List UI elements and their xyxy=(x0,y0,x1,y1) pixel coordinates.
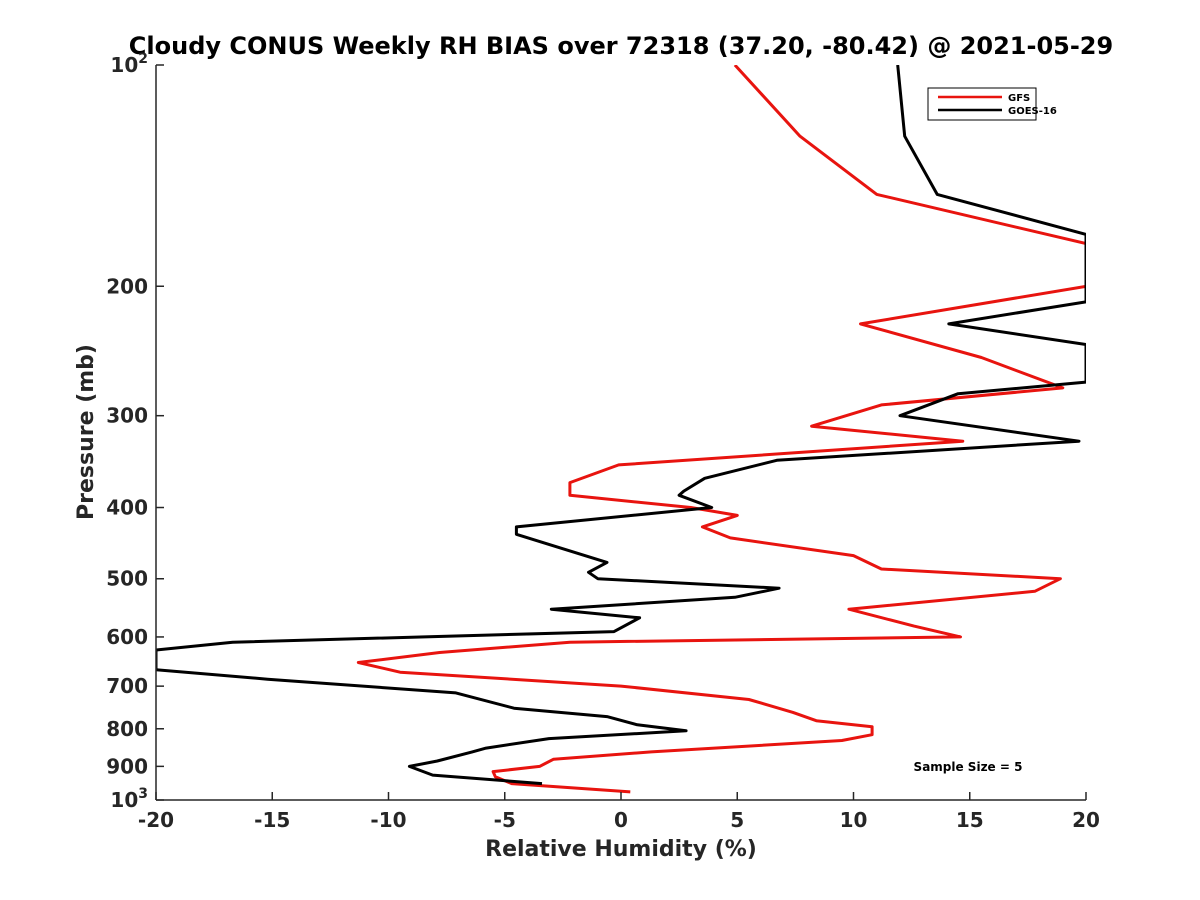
x-tick-label: 20 xyxy=(1072,808,1100,832)
sample-size-annotation: Sample Size = 5 xyxy=(914,760,1023,774)
x-tick-label: 0 xyxy=(614,808,628,832)
y-tick-label: 102 xyxy=(110,51,148,77)
y-ticks: 102 200 300 400 500 600 700 800 900 103 xyxy=(106,51,164,812)
series-line-goes16 xyxy=(156,65,1086,786)
chart-title: Cloudy CONUS Weekly RH BIAS over 72318 (… xyxy=(129,32,1113,60)
x-tick-label: -5 xyxy=(494,808,516,832)
legend-label-gfs: GFS xyxy=(1008,93,1030,104)
y-tick-label: 700 xyxy=(106,674,148,698)
legend-box xyxy=(927,87,1037,121)
y-tick-label: 600 xyxy=(106,625,148,649)
legend: GFS GOES-16 xyxy=(927,87,1057,121)
x-ticks: -20 -15 -10 -5 0 5 10 15 20 xyxy=(138,792,1100,832)
y-axis-label: Pressure (mb) xyxy=(74,344,99,520)
series-line-gfs xyxy=(356,65,1086,794)
x-axis-label: Relative Humidity (%) xyxy=(485,837,757,862)
y-tick-label: 300 xyxy=(106,404,148,428)
y-tick-label: 200 xyxy=(106,274,148,298)
x-tick-label: -20 xyxy=(138,808,174,832)
series-layer xyxy=(156,65,1086,794)
y-tick-label: 800 xyxy=(106,717,148,741)
x-tick-label: 10 xyxy=(840,808,868,832)
x-tick-label: -10 xyxy=(370,808,406,832)
y-tick-label: 103 xyxy=(110,786,148,812)
x-tick-label: 15 xyxy=(956,808,984,832)
legend-label-goes16: GOES-16 xyxy=(1008,106,1057,117)
y-tick-label: 900 xyxy=(106,754,148,778)
x-tick-label: -15 xyxy=(254,808,290,832)
x-tick-label: 5 xyxy=(730,808,744,832)
y-tick-label: 500 xyxy=(106,567,148,591)
y-tick-label: 400 xyxy=(106,496,148,520)
